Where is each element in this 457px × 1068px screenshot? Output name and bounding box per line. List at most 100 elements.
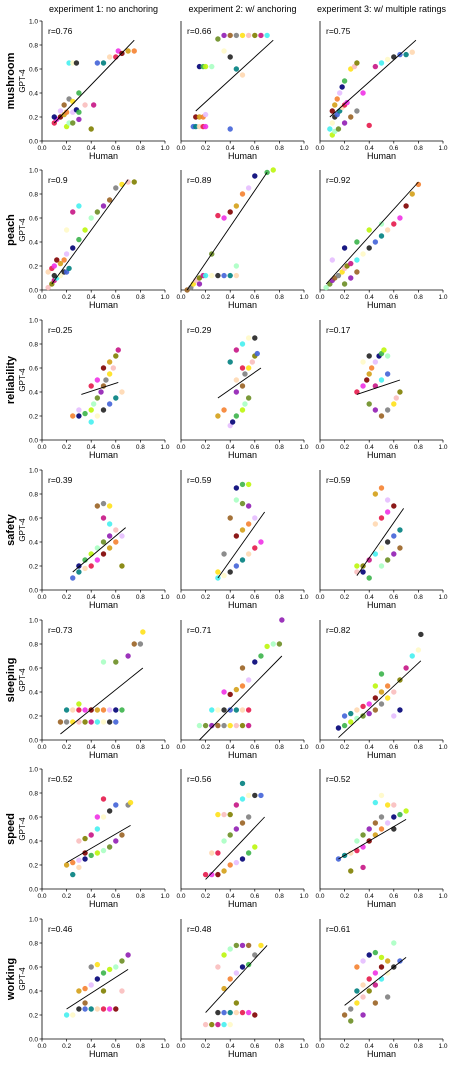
data-point-safety-exp1 [94, 503, 101, 509]
data-point-mushroom-exp2 [227, 126, 233, 132]
x-tick-label-working-exp1: 0.8 [136, 1043, 145, 1050]
data-point-speed-exp2 [233, 859, 240, 866]
data-point-mushroom-exp3 [335, 126, 342, 132]
data-point-peach-exp3 [348, 260, 354, 267]
data-point-sleeping-exp3 [378, 701, 385, 707]
data-point-mushroom-exp1 [82, 102, 88, 108]
row-label-safety: safety [5, 513, 17, 546]
data-point-peach-exp2 [221, 215, 227, 221]
data-point-mushroom-exp2 [202, 123, 209, 130]
x-tick-label-reliability-exp1: 0.8 [136, 444, 145, 451]
data-point-safety-exp1 [94, 557, 101, 563]
x-axis-label-safety-exp1: Human [89, 600, 118, 610]
data-point-mushroom-exp1 [66, 60, 72, 66]
x-tick-label-working-exp3: 0.2 [340, 1043, 349, 1050]
data-point-mushroom-exp1 [51, 114, 57, 120]
data-point-mushroom-exp1 [61, 102, 67, 108]
data-point-working-exp2 [233, 1000, 240, 1006]
data-point-peach-exp2 [239, 191, 246, 197]
data-point-reliability-exp2 [242, 401, 248, 407]
data-point-reliability-exp2 [215, 413, 221, 419]
x-tick-label-safety-exp2: 0.0 [176, 594, 185, 601]
regression-line-safety-exp2 [217, 511, 266, 579]
data-point-working-exp1 [94, 961, 101, 968]
data-point-reliability-exp1 [98, 389, 104, 395]
correlation-label-speed-exp1: r=0.52 [48, 774, 73, 784]
data-point-speed-exp1 [70, 871, 76, 878]
data-point-safety-exp2 [252, 545, 258, 551]
data-point-safety-exp1 [113, 539, 119, 545]
data-point-mushroom-exp3 [354, 108, 360, 114]
data-point-speed-exp1 [106, 844, 113, 850]
data-point-speed-exp3 [378, 792, 385, 799]
row-label-reliability: reliability [5, 355, 17, 404]
y-tick-label-safety-exp1: 0.4 [29, 539, 38, 546]
regression-line-speed-exp1 [66, 825, 131, 863]
x-axis-label-sleeping-exp3: Human [367, 750, 396, 760]
x-axis-label-mushroom-exp1: Human [89, 151, 118, 161]
data-point-mushroom-exp3 [384, 56, 391, 63]
x-tick-label-safety-exp3: 1.0 [438, 594, 447, 601]
data-point-sleeping-exp2 [227, 691, 233, 698]
data-point-working-exp1 [88, 964, 94, 970]
data-point-peach-exp2 [227, 209, 233, 215]
x-tick-label-sleeping-exp3: 0.8 [414, 744, 423, 751]
data-point-peach-exp1 [82, 227, 88, 233]
data-point-working-exp3 [397, 958, 403, 964]
data-point-peach-exp2 [215, 272, 221, 279]
y-tick-label-working-exp1: 0.8 [29, 940, 38, 947]
data-point-safety-exp1 [82, 557, 88, 563]
row-label-sleeping: sleeping [5, 658, 17, 703]
x-tick-label-peach-exp1: 0.4 [87, 294, 96, 301]
data-point-sleeping-exp1 [70, 707, 76, 713]
data-point-peach-exp3 [335, 272, 342, 279]
data-point-speed-exp1 [82, 835, 88, 842]
x-tick-label-working-exp2: 0.4 [226, 1043, 235, 1050]
data-point-sleeping-exp2 [264, 643, 270, 650]
data-point-mushroom-exp3 [327, 126, 333, 132]
data-point-peach-exp1 [51, 263, 57, 269]
data-point-sleeping-exp1 [63, 719, 70, 725]
data-point-peach-exp3 [329, 257, 335, 263]
data-point-sleeping-exp3 [403, 665, 409, 671]
data-point-speed-exp2 [227, 832, 233, 838]
x-tick-label-sleeping-exp2: 0.6 [250, 744, 259, 751]
data-point-sleeping-exp2 [233, 686, 240, 693]
data-point-speed-exp1 [94, 814, 101, 820]
data-point-mushroom-exp1 [73, 60, 80, 66]
data-point-safety-exp3 [397, 545, 403, 551]
data-point-working-exp2 [252, 1012, 258, 1018]
data-point-mushroom-exp3 [360, 90, 366, 96]
y-tick-label-reliability-exp1: 0.2 [29, 413, 38, 420]
data-point-working-exp2 [221, 1021, 227, 1028]
x-tick-label-mushroom-exp2: 0.0 [176, 145, 185, 152]
x-axis-label-reliability-exp1: Human [89, 450, 118, 460]
data-point-working-exp1 [76, 988, 82, 994]
data-point-working-exp2 [202, 1021, 209, 1028]
data-point-speed-exp1 [82, 850, 88, 856]
regression-line-peach-exp1 [51, 179, 129, 285]
data-point-sleeping-exp3 [391, 713, 397, 719]
y-tick-label-mushroom-exp1: 0.4 [29, 90, 38, 97]
x-tick-label-peach-exp1: 1.0 [160, 294, 169, 301]
y-tick-label-speed-exp1: 0.0 [29, 886, 38, 893]
data-point-reliability-exp1 [115, 347, 121, 353]
x-tick-label-reliability-exp2: 0.0 [176, 444, 185, 451]
data-point-working-exp1 [70, 1012, 76, 1018]
data-point-peach-exp1 [63, 227, 70, 233]
correlation-label-speed-exp2: r=0.56 [187, 774, 212, 784]
data-point-sleeping-exp1 [100, 659, 107, 665]
data-point-mushroom-exp2 [239, 72, 246, 78]
regression-line-sleeping-exp2 [199, 655, 283, 741]
correlation-label-sleeping-exp1: r=0.73 [48, 625, 73, 635]
data-point-reliability-exp1 [88, 407, 94, 413]
data-point-sleeping-exp3 [366, 701, 372, 707]
regression-line-peach-exp3 [325, 181, 419, 285]
data-point-sleeping-exp1 [76, 701, 82, 707]
x-axis-label-peach-exp1: Human [89, 300, 118, 310]
x-tick-label-working-exp3: 0.6 [389, 1043, 398, 1050]
data-point-sleeping-exp2 [239, 665, 246, 671]
x-tick-label-safety-exp3: 0.4 [365, 594, 374, 601]
data-point-working-exp1 [106, 966, 113, 973]
correlation-label-safety-exp2: r=0.59 [187, 475, 212, 485]
